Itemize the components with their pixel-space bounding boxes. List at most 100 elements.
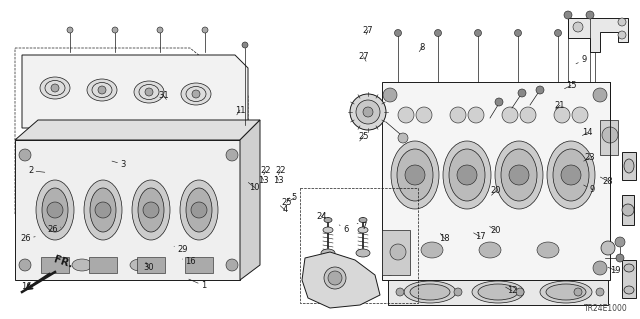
Ellipse shape [181, 83, 211, 105]
Ellipse shape [537, 242, 559, 258]
Ellipse shape [95, 202, 111, 218]
Ellipse shape [186, 188, 212, 232]
Ellipse shape [130, 259, 150, 271]
Ellipse shape [36, 180, 74, 240]
Ellipse shape [574, 288, 582, 296]
Ellipse shape [84, 180, 122, 240]
Ellipse shape [188, 259, 208, 271]
Text: 9: 9 [576, 56, 586, 64]
Ellipse shape [396, 288, 404, 296]
Ellipse shape [42, 188, 68, 232]
Polygon shape [388, 280, 608, 305]
Ellipse shape [468, 107, 484, 123]
Ellipse shape [99, 77, 127, 97]
Ellipse shape [195, 88, 205, 98]
Ellipse shape [502, 107, 518, 123]
Ellipse shape [624, 286, 634, 294]
Ellipse shape [572, 107, 588, 123]
Text: 25: 25 [282, 198, 292, 207]
Ellipse shape [593, 88, 607, 102]
Ellipse shape [397, 149, 433, 201]
Ellipse shape [591, 29, 598, 36]
Ellipse shape [90, 188, 116, 232]
Polygon shape [568, 18, 628, 52]
Ellipse shape [226, 149, 238, 161]
Ellipse shape [618, 18, 626, 26]
Ellipse shape [186, 83, 214, 103]
Text: FR.: FR. [52, 255, 74, 270]
Bar [185, 257, 213, 273]
Ellipse shape [143, 202, 159, 218]
Ellipse shape [536, 86, 544, 94]
Ellipse shape [63, 79, 72, 89]
Ellipse shape [98, 86, 106, 94]
Text: 27: 27 [363, 26, 373, 35]
Ellipse shape [616, 254, 624, 262]
Polygon shape [240, 120, 260, 280]
Ellipse shape [132, 180, 170, 240]
Ellipse shape [450, 107, 466, 123]
Ellipse shape [547, 141, 595, 209]
Text: 26: 26 [20, 234, 35, 243]
Ellipse shape [516, 288, 524, 296]
Ellipse shape [624, 159, 634, 173]
Bar [137, 257, 165, 273]
Text: 13: 13 [273, 176, 284, 185]
Text: 15: 15 [564, 81, 576, 90]
Text: 28: 28 [600, 177, 613, 186]
Ellipse shape [202, 27, 208, 33]
Ellipse shape [586, 11, 594, 19]
Text: 22: 22 [260, 166, 271, 175]
Ellipse shape [624, 264, 634, 272]
Text: 7: 7 [357, 222, 366, 231]
Ellipse shape [67, 27, 73, 33]
Ellipse shape [474, 29, 481, 36]
Ellipse shape [495, 141, 543, 209]
Ellipse shape [145, 88, 153, 96]
Ellipse shape [615, 237, 625, 247]
Ellipse shape [520, 107, 536, 123]
Ellipse shape [363, 107, 373, 117]
Ellipse shape [242, 42, 248, 48]
Ellipse shape [472, 281, 524, 303]
Text: 20: 20 [490, 226, 501, 235]
Ellipse shape [192, 90, 200, 98]
Ellipse shape [108, 82, 118, 92]
Ellipse shape [479, 242, 501, 258]
Bar [89, 257, 117, 273]
Text: 30: 30 [143, 262, 154, 272]
Ellipse shape [495, 98, 503, 106]
Ellipse shape [518, 89, 526, 97]
Text: 31: 31 [158, 91, 168, 100]
Ellipse shape [112, 27, 118, 33]
Ellipse shape [359, 218, 367, 222]
Text: 9: 9 [584, 185, 595, 194]
Ellipse shape [47, 202, 63, 218]
Ellipse shape [383, 88, 397, 102]
Ellipse shape [515, 29, 522, 36]
Ellipse shape [51, 84, 59, 92]
Text: 16: 16 [22, 281, 35, 291]
Bar [382, 230, 410, 275]
Ellipse shape [454, 288, 462, 296]
Ellipse shape [191, 202, 207, 218]
Ellipse shape [410, 284, 450, 300]
Text: 20: 20 [491, 186, 501, 195]
Ellipse shape [449, 149, 485, 201]
Text: 5: 5 [289, 193, 297, 202]
Ellipse shape [435, 29, 442, 36]
Ellipse shape [546, 284, 586, 300]
Bar [622, 152, 636, 180]
Bar [300, 188, 418, 303]
Ellipse shape [564, 11, 572, 19]
Text: 4: 4 [280, 205, 287, 214]
Text: 13: 13 [259, 176, 269, 185]
Text: 1: 1 [189, 279, 206, 290]
Ellipse shape [152, 85, 163, 95]
Ellipse shape [561, 165, 581, 185]
Ellipse shape [501, 149, 537, 201]
Text: 29: 29 [174, 245, 188, 254]
Ellipse shape [554, 29, 561, 36]
Ellipse shape [358, 227, 368, 233]
Text: 14: 14 [582, 128, 593, 137]
